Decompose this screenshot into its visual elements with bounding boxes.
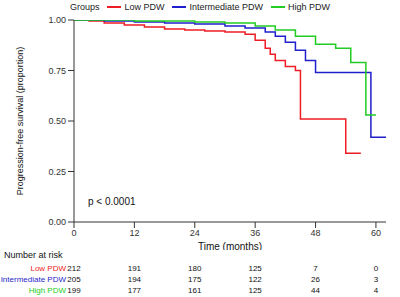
html-text:p < 0.0001: p < 0.0001 [88, 196, 136, 207]
svg-text:7: 7 [313, 264, 318, 273]
svg-text:0.75: 0.75 [48, 66, 66, 76]
svg-text:122: 122 [248, 275, 262, 284]
svg-text:1.00: 1.00 [48, 15, 66, 25]
svg-text:Intermediate PDW: Intermediate PDW [8, 275, 66, 284]
svg-text:26: 26 [311, 275, 320, 284]
svg-text:High PDW: High PDW [29, 286, 67, 295]
svg-text:60: 60 [371, 228, 381, 238]
svg-text:191: 191 [128, 264, 142, 273]
html-text:Low PDW: Low PDW [124, 2, 165, 12]
html-text:Groups: Groups [70, 2, 100, 12]
svg-text:0.00: 0.00 [48, 217, 66, 227]
html-text:Number at risk: Number at risk [4, 250, 63, 260]
svg-text:36: 36 [250, 228, 260, 238]
svg-text:175: 175 [188, 275, 202, 284]
svg-text:Low PDW: Low PDW [30, 264, 66, 273]
svg-text:161: 161 [188, 286, 202, 295]
svg-text:0: 0 [71, 228, 76, 238]
html-text:High PDW: High PDW [288, 2, 330, 12]
svg-text:44: 44 [311, 286, 320, 295]
svg-text:180: 180 [188, 264, 202, 273]
svg-text:205: 205 [67, 275, 81, 284]
svg-text:194: 194 [128, 275, 142, 284]
svg-text:177: 177 [128, 286, 142, 295]
svg-text:48: 48 [311, 228, 321, 238]
svg-text:125: 125 [248, 286, 262, 295]
svg-text:125: 125 [248, 264, 262, 273]
svg-text:Time (months): Time (months) [198, 241, 262, 250]
svg-text:0: 0 [374, 264, 379, 273]
svg-text:0.25: 0.25 [48, 167, 66, 177]
svg-text:12: 12 [129, 228, 139, 238]
html-text:Intermediate PDW: Intermediate PDW [189, 2, 263, 12]
svg-text:212: 212 [67, 264, 81, 273]
svg-text:4: 4 [374, 286, 379, 295]
svg-text:3: 3 [374, 275, 379, 284]
svg-text:0.50: 0.50 [48, 116, 66, 126]
svg-text:Progression-free survival (pro: Progression-free survival (proportion) [15, 47, 25, 196]
svg-text:24: 24 [190, 228, 200, 238]
svg-text:199: 199 [67, 286, 81, 295]
